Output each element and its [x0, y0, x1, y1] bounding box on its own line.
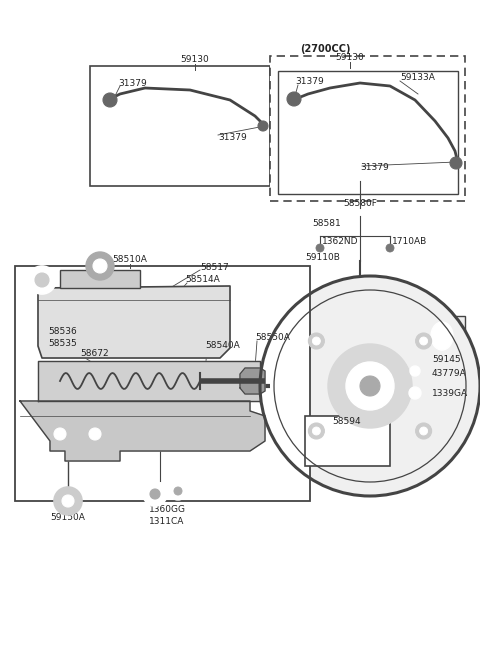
Circle shape [169, 482, 187, 500]
Circle shape [410, 366, 420, 376]
Text: 59145: 59145 [432, 356, 461, 365]
Text: 43779A: 43779A [432, 369, 467, 379]
Text: 58550A: 58550A [255, 333, 290, 342]
Circle shape [450, 157, 462, 169]
Text: 59133A: 59133A [400, 73, 435, 83]
Circle shape [360, 376, 380, 396]
Circle shape [312, 337, 320, 345]
Circle shape [35, 273, 49, 287]
Circle shape [143, 482, 167, 506]
Text: 58672: 58672 [80, 348, 108, 358]
Circle shape [174, 487, 182, 495]
Circle shape [54, 428, 66, 440]
Circle shape [260, 276, 480, 496]
Text: 1710AB: 1710AB [392, 237, 427, 245]
Circle shape [420, 337, 428, 345]
Text: 31379: 31379 [218, 133, 247, 142]
Text: 58580F: 58580F [343, 199, 377, 207]
Circle shape [308, 423, 324, 439]
Text: 31379: 31379 [295, 77, 324, 87]
Text: 1311CA: 1311CA [149, 516, 185, 525]
Circle shape [150, 489, 160, 499]
Circle shape [333, 430, 361, 458]
Text: 58581: 58581 [312, 220, 341, 228]
Circle shape [312, 427, 320, 435]
Circle shape [328, 344, 412, 428]
Circle shape [316, 244, 324, 252]
Circle shape [420, 427, 428, 435]
Text: 59150A: 59150A [50, 514, 85, 522]
Bar [90, 66, 270, 186]
Circle shape [416, 423, 432, 439]
Circle shape [54, 487, 82, 515]
Text: 59130: 59130 [180, 56, 209, 64]
Ellipse shape [431, 322, 453, 350]
Bar [305, 416, 390, 466]
Circle shape [409, 387, 421, 399]
Circle shape [346, 362, 394, 410]
Text: 58536: 58536 [48, 327, 77, 335]
Text: 1362ND: 1362ND [322, 237, 359, 245]
Circle shape [287, 92, 301, 106]
Circle shape [62, 495, 74, 507]
Circle shape [28, 266, 56, 294]
Circle shape [386, 244, 394, 252]
Text: 1339GA: 1339GA [432, 388, 468, 398]
Text: 58514A: 58514A [185, 276, 220, 285]
Text: 1360GG: 1360GG [148, 504, 185, 514]
Text: 59110B: 59110B [305, 253, 340, 262]
Polygon shape [240, 368, 265, 394]
Circle shape [86, 252, 114, 280]
Circle shape [89, 428, 101, 440]
Text: 58540A: 58540A [205, 342, 240, 350]
Circle shape [103, 93, 117, 107]
Polygon shape [20, 401, 265, 461]
Text: 31379: 31379 [360, 163, 389, 173]
Text: (2700CC): (2700CC) [300, 44, 350, 54]
Bar [60, 270, 140, 288]
Circle shape [416, 333, 432, 349]
Circle shape [258, 121, 268, 131]
Polygon shape [38, 361, 260, 401]
Polygon shape [38, 286, 230, 358]
Circle shape [93, 259, 107, 273]
Bar [420, 316, 465, 356]
Text: 58517: 58517 [200, 264, 229, 272]
Bar [15, 266, 310, 501]
Bar [278, 71, 458, 194]
Text: 58535: 58535 [48, 338, 77, 348]
Text: 58594: 58594 [333, 417, 361, 426]
Circle shape [308, 333, 324, 349]
Text: 59130: 59130 [336, 54, 364, 62]
Text: 58510A: 58510A [113, 255, 147, 264]
Text: 31379: 31379 [118, 79, 147, 87]
Bar [270, 56, 465, 201]
